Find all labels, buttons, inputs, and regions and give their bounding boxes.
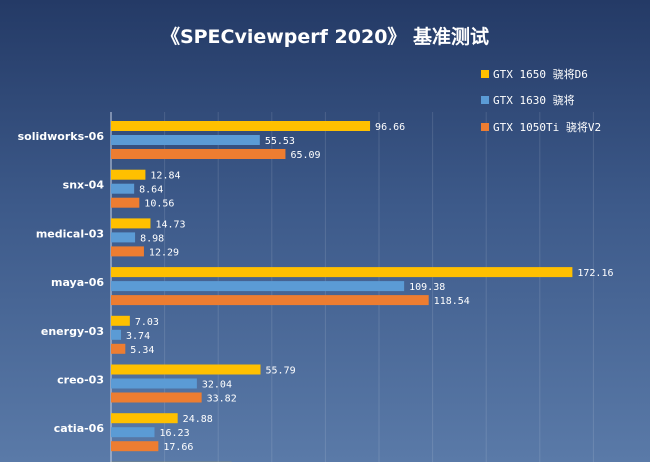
bar [111,295,429,306]
value-label: 96.66 [375,122,405,133]
value-label: 33.82 [207,394,237,405]
bar [111,329,122,340]
bar [111,218,151,229]
legend-swatch [481,123,489,131]
legend-label: GTX 1650 骁将D6 [493,67,588,81]
value-label: 55.79 [266,366,296,377]
bar [111,427,155,438]
bar [111,441,159,452]
chart-title: 《SPECviewperf 2020》 基准测试 [160,26,490,48]
value-label: 118.54 [434,296,470,307]
legend-label: GTX 1050Ti 骁将V2 [493,120,601,134]
category-label: solidworks-06 [18,130,105,143]
bar [111,364,261,375]
value-label: 7.03 [135,317,159,328]
bar [111,232,136,243]
value-label: 172.16 [577,268,613,279]
value-label: 65.09 [290,150,320,161]
category-label: snx-04 [63,179,105,192]
legend-swatch [481,70,489,78]
value-label: 17.66 [163,442,193,453]
category-label: energy-03 [41,325,104,338]
value-label: 8.98 [140,233,164,244]
value-label: 55.53 [265,136,295,147]
value-label: 3.74 [126,331,150,342]
category-label: medical-03 [36,227,104,240]
bar [111,392,202,403]
bar [111,246,144,257]
bar [111,413,178,424]
value-label: 5.34 [130,345,154,356]
category-label: catia-06 [54,422,105,435]
value-label: 16.23 [159,428,189,439]
value-label: 12.84 [150,171,180,182]
category-label: creo-03 [57,374,104,387]
category-label: maya-06 [51,276,104,289]
value-label: 24.88 [183,414,213,425]
value-label: 12.29 [149,247,179,258]
bar [111,135,260,145]
bar [111,121,371,131]
bar [111,267,573,278]
value-label: 8.64 [139,185,163,196]
bar [111,378,197,389]
value-label: 109.38 [409,282,445,293]
value-label: 14.73 [155,219,185,230]
value-label: 10.56 [144,199,174,210]
legend-label: GTX 1630 骁将 [493,93,575,107]
bar [111,149,286,159]
bar [111,197,140,208]
bar [111,281,405,292]
bar [111,183,135,194]
bar [111,169,146,180]
legend-swatch [481,96,489,104]
bar [111,315,130,326]
bar [111,343,126,354]
value-label: 32.04 [202,380,232,391]
